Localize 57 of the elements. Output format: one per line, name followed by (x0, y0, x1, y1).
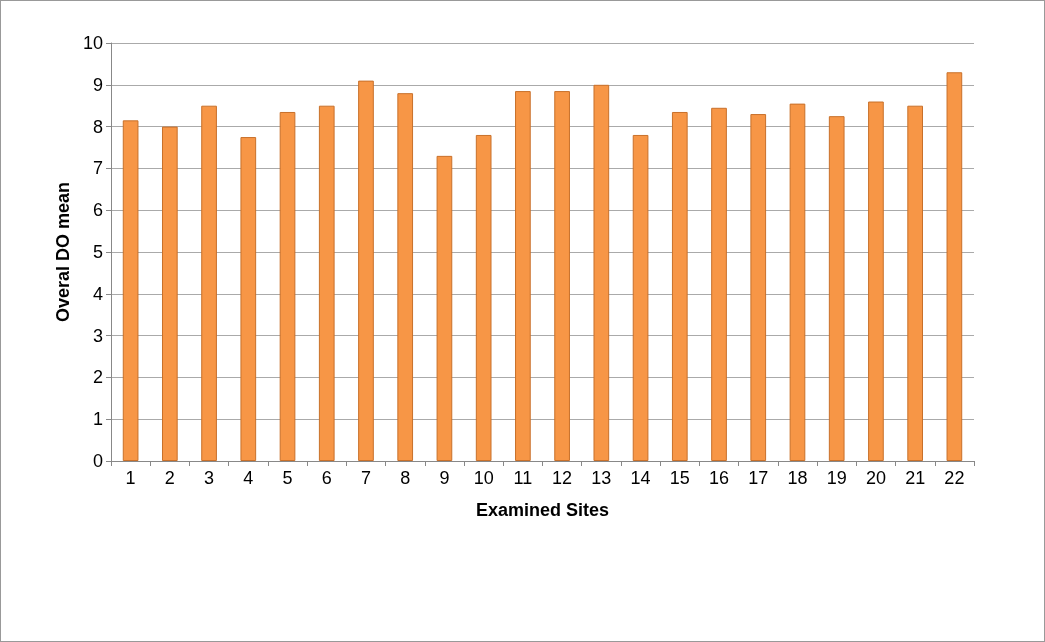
bar (946, 72, 963, 461)
x-tick-label: 1 (125, 468, 136, 488)
bar (671, 111, 688, 461)
x-tick-label: 7 (360, 468, 371, 488)
x-tick-label: 8 (400, 468, 411, 488)
x-tick-label: 16 (709, 468, 730, 488)
bar (711, 107, 727, 461)
x-tick-label: 21 (905, 468, 926, 488)
y-tick-label: 0 (92, 451, 103, 471)
y-tick-label: 10 (82, 33, 103, 53)
x-tick-label: 11 (513, 468, 533, 488)
x-tick-label: 22 (944, 468, 965, 488)
y-tick-label: 6 (92, 200, 103, 221)
y-tick-label: 4 (92, 283, 103, 304)
bar (554, 91, 570, 461)
y-tick-label: 2 (92, 367, 103, 388)
x-tick-label: 5 (282, 468, 293, 488)
x-tick-label: 17 (748, 468, 769, 488)
x-tick-label: 2 (164, 468, 175, 488)
y-axis-title: Overal DO mean (53, 181, 74, 323)
bar (868, 101, 884, 461)
y-tick-label: 9 (92, 74, 103, 95)
bar (436, 155, 453, 461)
bar (279, 111, 296, 461)
bar (907, 105, 923, 461)
x-tick-label: 13 (591, 468, 612, 488)
x-axis-title: Examined Sites (475, 500, 610, 520)
bar (593, 84, 610, 461)
y-tick-label: 3 (92, 325, 103, 346)
x-tick-label: 19 (826, 468, 847, 488)
x-tick-label: 4 (243, 468, 254, 488)
x-tick-label: 20 (865, 468, 886, 488)
bar (122, 120, 139, 461)
x-tick-label: 9 (439, 468, 450, 488)
bar (240, 137, 257, 461)
bar (475, 134, 492, 461)
bar (515, 91, 531, 461)
x-tick-label: 15 (669, 468, 690, 488)
x-tick-label: 10 (473, 468, 494, 488)
y-tick-label: 5 (92, 242, 103, 262)
bar (318, 105, 335, 461)
bar (162, 126, 178, 461)
x-tick-label: 3 (204, 468, 215, 488)
bar (828, 116, 845, 461)
y-tick-label: 1 (92, 409, 103, 430)
bar (397, 93, 414, 461)
bar (789, 103, 806, 461)
bar (632, 134, 649, 461)
y-tick-label: 8 (92, 116, 103, 137)
x-tick-label: 14 (630, 468, 651, 488)
bar (358, 80, 374, 461)
x-tick-label: 6 (321, 468, 332, 488)
x-tick-label: 12 (552, 468, 573, 488)
bar (201, 105, 217, 461)
x-tick-label: 18 (787, 468, 808, 488)
bar (750, 114, 767, 461)
y-tick-label: 7 (92, 158, 103, 179)
